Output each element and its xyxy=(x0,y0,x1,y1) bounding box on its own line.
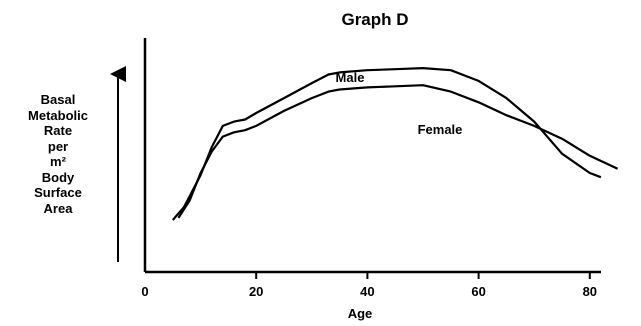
series-label-female: Female xyxy=(418,122,463,137)
y-axis-label-line: Rate xyxy=(43,123,73,138)
y-axis-label-line: Surface xyxy=(34,185,82,200)
y-axis-label-line: Area xyxy=(43,200,73,216)
chart-title: Graph D xyxy=(341,10,409,29)
series-label-male: Male xyxy=(336,70,365,85)
series-line-female xyxy=(177,84,619,219)
y-axis-label-line: per xyxy=(47,138,69,154)
y-axis-label-line: Metabolic xyxy=(28,107,88,123)
x-tick-label: 60 xyxy=(471,284,485,299)
y-axis-label-line: m² xyxy=(50,154,66,169)
y-axis-label: Basal Metabolic Rate per m² Body Surface… xyxy=(6,92,110,216)
x-tick-label: 40 xyxy=(360,284,374,299)
series-line-male xyxy=(171,66,602,221)
x-tick-label: 20 xyxy=(249,284,263,299)
x-tick-label: 80 xyxy=(583,284,597,299)
x-axis-label: Age xyxy=(347,306,373,321)
x-tick-label: 0 xyxy=(141,284,148,299)
y-axis-label-line: Basal xyxy=(40,92,76,107)
y-axis-label-line: Body xyxy=(41,169,75,185)
